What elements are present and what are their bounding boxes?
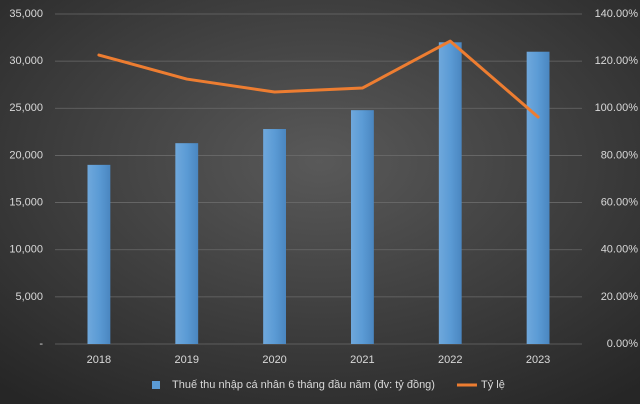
y2-tick-label: 120.00% [595,55,639,67]
bar [526,51,550,344]
y2-tick-label: 140.00% [595,8,639,20]
legend-swatch [152,381,160,389]
bar [175,143,199,344]
y-tick-label: 35,000 [9,8,43,20]
line [97,39,540,119]
y-tick-label: 30,000 [9,55,43,67]
legend-label: Tỷ lệ [481,379,505,391]
x-tick-label: 2021 [350,354,374,366]
y2-tick-label: 60.00% [601,196,639,208]
y-tick-label: 15,000 [9,196,43,208]
y2-tick-label: 40.00% [601,244,639,256]
y2-tick-label: 0.00% [607,338,638,350]
y2-tick-label: 80.00% [601,149,639,161]
y-tick-label: 25,000 [9,102,43,114]
y2-tick-label: 100.00% [595,102,639,114]
y-tick-label: 10,000 [9,244,43,256]
y-tick-label: 5,000 [15,291,43,303]
y-tick-label: - [39,338,43,350]
x-tick-label: 2022 [438,354,462,366]
bar [263,129,287,344]
x-tick-label: 2018 [87,354,111,366]
x-tick-label: 2020 [262,354,286,366]
bar [438,42,462,345]
y-tick-label: 20,000 [9,149,43,161]
bar [350,110,374,345]
y2-tick-label: 20.00% [601,291,639,303]
legend-label: Thuế thu nhập cá nhân 6 tháng đầu năm (đ… [172,379,435,391]
x-tick-label: 2023 [526,354,550,366]
x-tick-label: 2019 [175,354,199,366]
bar [87,164,111,344]
